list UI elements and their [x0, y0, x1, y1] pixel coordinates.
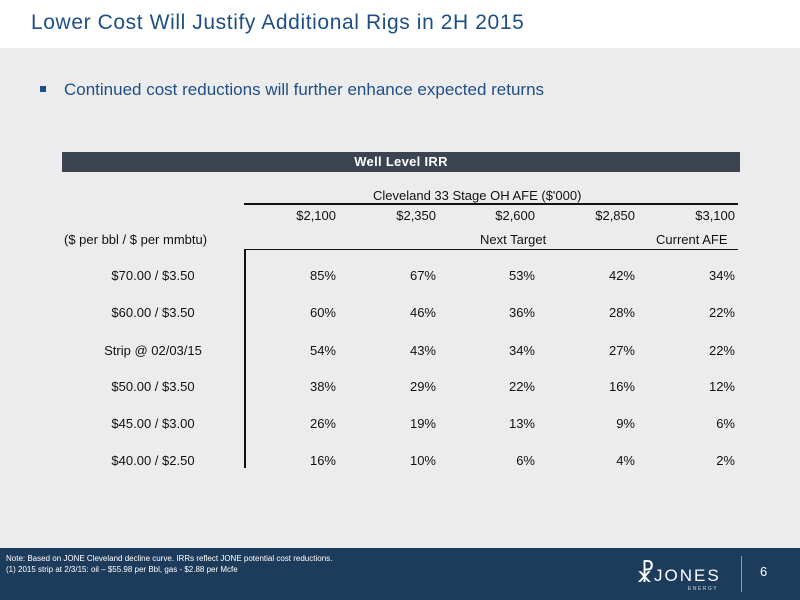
table-cell: 27% — [608, 343, 635, 358]
row-label-divider — [244, 250, 246, 468]
table-cell: 60% — [309, 305, 336, 320]
page-number: 6 — [760, 564, 768, 579]
table-cell: 19% — [409, 416, 436, 431]
row-label: $45.00 / $3.00 — [111, 416, 195, 431]
table-cell: 36% — [508, 305, 535, 320]
footnote-line: Note: Based on JONE Cleveland decline cu… — [6, 554, 333, 563]
header-separator — [244, 249, 738, 250]
table-cell: 28% — [608, 305, 635, 320]
column-header: $2,850 — [595, 208, 635, 223]
afe-underline — [244, 203, 738, 205]
afe-caption: Cleveland 33 Stage OH AFE ($'000) — [373, 188, 582, 203]
table-cell: 34% — [708, 268, 735, 283]
table-cell: 46% — [409, 305, 436, 320]
column-header: $2,100 — [296, 208, 336, 223]
logo-j-icon: ☧ — [636, 562, 655, 588]
footer-divider — [741, 556, 742, 592]
table-cell: 6% — [716, 416, 735, 431]
row-label: $50.00 / $3.50 — [111, 379, 195, 394]
row-header-label: ($ per bbl / $ per mmbtu) — [64, 232, 208, 247]
table-cell: 13% — [508, 416, 535, 431]
table-cell: 12% — [708, 379, 735, 394]
current-afe-label: Current AFE — [656, 232, 728, 247]
table-cell: 22% — [708, 343, 735, 358]
table-cell: 6% — [516, 453, 535, 468]
bullet-square-icon — [40, 86, 46, 92]
logo-subtext: ENERGY — [688, 586, 719, 592]
table-cell: 38% — [309, 379, 336, 394]
table-cell: 42% — [608, 268, 635, 283]
footer: Note: Based on JONE Cleveland decline cu… — [0, 548, 800, 600]
table-cell: 53% — [508, 268, 535, 283]
table-cell: 34% — [508, 343, 535, 358]
bullet-text: Continued cost reductions will further e… — [64, 80, 545, 99]
row-label: $40.00 / $2.50 — [111, 453, 195, 468]
table-cell: 26% — [309, 416, 336, 431]
table-cell: 9% — [616, 416, 635, 431]
row-label: $60.00 / $3.50 — [111, 305, 195, 320]
table-cell: 22% — [508, 379, 535, 394]
table-cell: 10% — [409, 453, 436, 468]
table-cell: 4% — [616, 453, 635, 468]
table-cell: 85% — [309, 268, 336, 283]
next-target-label: Next Target — [480, 232, 547, 247]
row-label: $70.00 / $3.50 — [111, 268, 195, 283]
table-cell: 29% — [409, 379, 436, 394]
slide-title: Lower Cost Will Justify Additional Rigs … — [31, 11, 525, 34]
table-cell: 16% — [309, 453, 336, 468]
table-cell: 22% — [708, 305, 735, 320]
column-header: $2,350 — [396, 208, 436, 223]
row-label: Strip @ 02/03/15 — [104, 343, 202, 358]
table-cell: 43% — [409, 343, 436, 358]
column-header: $2,600 — [495, 208, 535, 223]
company-logo: ☧ JONES ENERGY — [636, 562, 736, 592]
table-cell: 16% — [608, 379, 635, 394]
footnote-line: (1) 2015 strip at 2/3/15: oil – $55.98 p… — [6, 565, 238, 574]
footnote: Note: Based on JONE Cleveland decline cu… — [6, 553, 332, 575]
table-header: Well Level IRR — [62, 152, 740, 172]
table-cell: 2% — [716, 453, 735, 468]
logo-text: JONES — [654, 566, 721, 585]
table-cell: 54% — [309, 343, 336, 358]
column-header: $3,100 — [695, 208, 735, 223]
table-cell: 67% — [409, 268, 436, 283]
title-bar: Lower Cost Will Justify Additional Rigs … — [0, 0, 800, 48]
